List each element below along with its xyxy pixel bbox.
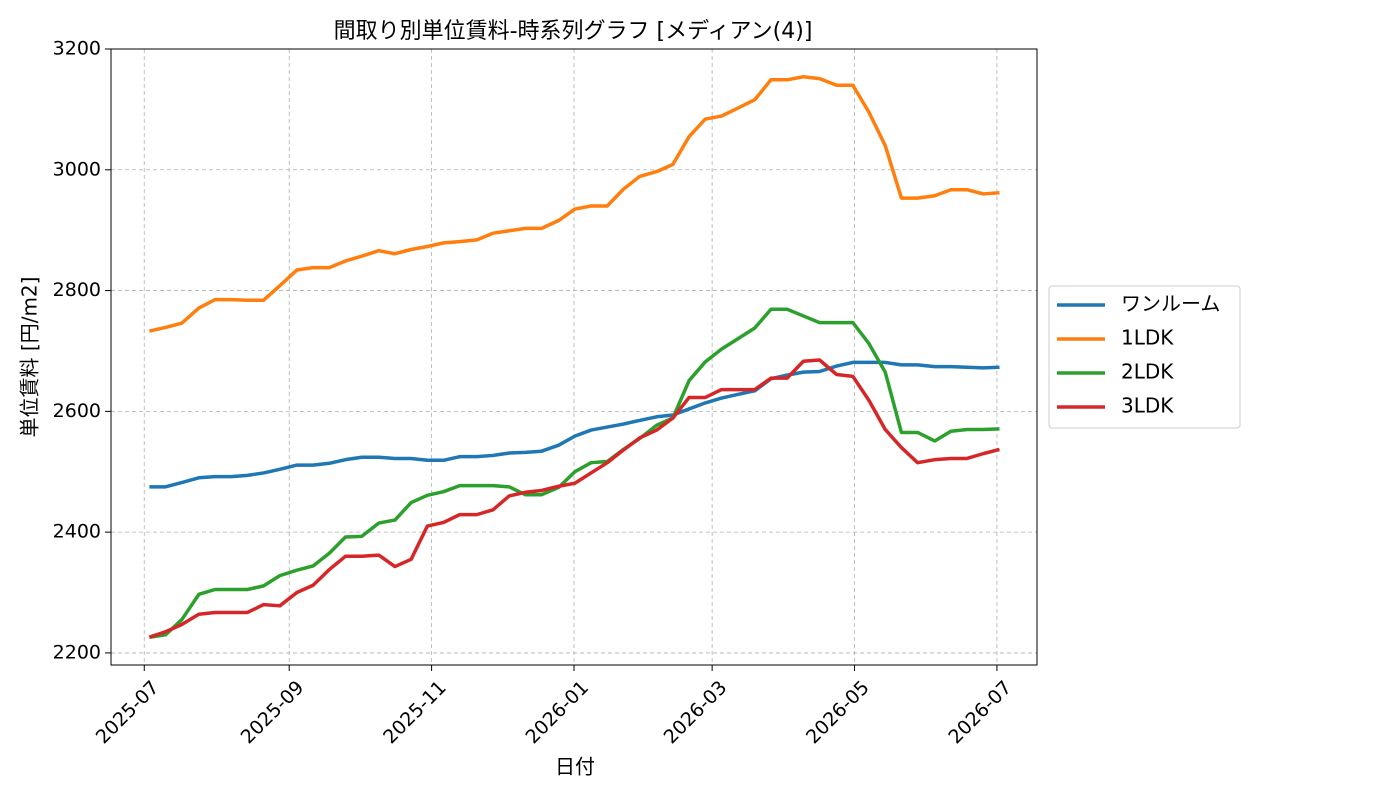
y-tick-label: 2600 [53,400,101,422]
y-tick-label: 3200 [53,38,101,60]
plot-frame [110,48,1038,666]
y-axis-label: 単位賃料 [円/m2] [18,277,42,438]
series-line [148,358,1000,639]
x-tick-label: 2025-11 [379,677,451,749]
y-tick-label: 3000 [53,158,101,180]
y-tick-label: 2800 [53,279,101,301]
x-tick-label: 2026-05 [802,677,874,749]
series-line [149,360,1000,489]
x-axis-label: 日付 [555,755,595,779]
y-tick-label: 2400 [53,521,101,543]
x-tick-label: 2026-07 [944,677,1016,749]
legend-label: ワンルーム [1121,292,1220,316]
x-tick-label: 2026-03 [660,677,732,749]
x-tick-label: 2025-09 [237,677,309,749]
legend-label: 2LDK [1121,360,1174,384]
series-line [148,75,1000,333]
chart-title: 間取り別単位賃料-時系列グラフ [メディアン(4)] [334,19,813,44]
x-tick-label: 2026-01 [521,677,593,749]
legend-label: 1LDK [1121,326,1174,350]
legend-box [1048,285,1241,429]
x-tick-label: 2025-07 [92,677,164,749]
series-line [149,307,1000,639]
legend-label: 3LDK [1121,394,1174,418]
y-tick-label: 2200 [53,641,101,663]
